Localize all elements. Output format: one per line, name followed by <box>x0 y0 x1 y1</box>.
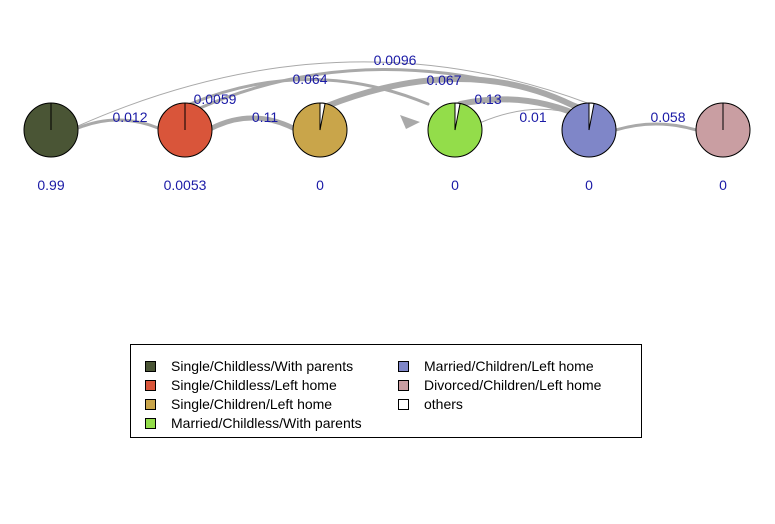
nodes-layer <box>23 102 751 158</box>
initial-prob-label: 0 <box>451 177 459 193</box>
initial-prob-label: 0.0053 <box>164 177 207 193</box>
legend-swatch-state-6 <box>398 379 409 391</box>
transition-label: 0.0059 <box>194 91 237 107</box>
transition-label: 0.064 <box>292 71 327 87</box>
legend-label-state-2: Single/Childless/Left home <box>171 377 337 393</box>
labels-layer: 0.012 0.11 0.064 0.0096 0.0059 0.067 0.13 0.01 0… <box>37 52 727 193</box>
legend-swatch-others <box>398 398 409 410</box>
legend-item-others: others <box>398 395 463 413</box>
legend-swatch-state-2 <box>145 379 156 391</box>
initial-prob-label: 0 <box>316 177 324 193</box>
transition-edge <box>76 118 160 130</box>
legend-swatch-state-1 <box>145 360 156 372</box>
legend-swatch-state-4 <box>145 417 156 429</box>
transition-label: 0.01 <box>519 109 546 125</box>
initial-prob-label: 0 <box>585 177 593 193</box>
legend-label-state-6: Divorced/Children/Left home <box>424 377 602 393</box>
pie-slice-others <box>454 102 461 131</box>
pie-slice-others <box>319 102 326 131</box>
transition-edge <box>188 78 430 106</box>
legend-item-state-1: Single/Childless/With parents <box>145 357 353 375</box>
transition-label: 0.0096 <box>374 52 417 68</box>
state-node <box>157 102 213 158</box>
legend-item-state-2: Single/Childless/Left home <box>145 376 337 394</box>
transition-edge <box>614 122 698 132</box>
legend-label-state-5: Married/Children/Left home <box>424 358 594 374</box>
transition-label: 0.058 <box>650 109 685 125</box>
pie-slice-others <box>588 102 595 131</box>
transition-label: 0.067 <box>426 72 461 88</box>
transition-edge <box>77 61 591 127</box>
legend-item-state-5: Married/Children/Left home <box>398 357 594 375</box>
state-node <box>292 102 348 158</box>
arrowhead-icon <box>400 115 420 129</box>
legend-item-state-6: Divorced/Children/Left home <box>398 376 601 394</box>
state-node <box>561 102 617 158</box>
transition-label: 0.13 <box>474 91 501 107</box>
legend-label-state-1: Single/Childless/With parents <box>171 358 354 374</box>
legend-swatch-state-3 <box>145 398 156 410</box>
initial-prob-label: 0 <box>719 177 727 193</box>
legend-label-others: others <box>424 396 463 412</box>
state-node <box>427 102 483 158</box>
edges-layer <box>76 61 698 132</box>
legend: Single/Childless/With parents Single/Chi… <box>130 344 642 438</box>
transition-label: 0.012 <box>112 109 147 125</box>
legend-swatch-state-5 <box>398 360 409 372</box>
transition-label: 0.11 <box>252 109 278 125</box>
legend-item-state-4: Married/Childless/With parents <box>145 414 362 432</box>
transition-edge <box>209 115 296 131</box>
state-node <box>695 102 751 158</box>
state-node <box>23 102 79 158</box>
initial-prob-label: 0.99 <box>37 177 64 193</box>
legend-item-state-3: Single/Children/Left home <box>145 395 332 413</box>
legend-label-state-3: Single/Children/Left home <box>171 396 333 412</box>
legend-label-state-4: Married/Childless/With parents <box>171 415 362 431</box>
transition-edge <box>324 75 585 113</box>
